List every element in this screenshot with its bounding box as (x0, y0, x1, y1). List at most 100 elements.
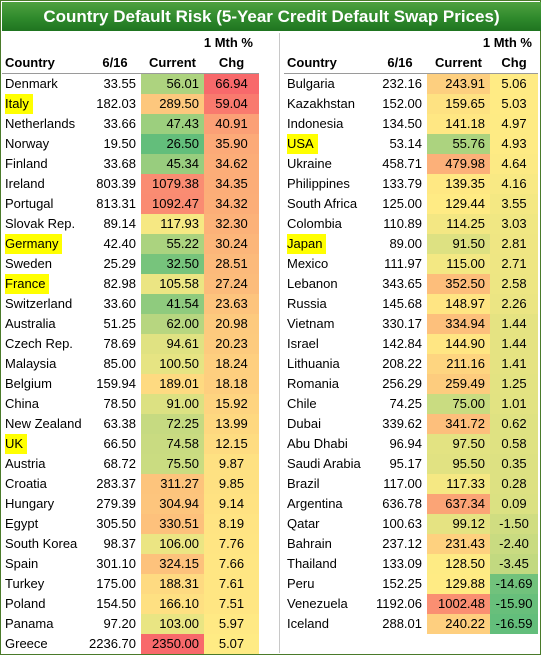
country-name: Qatar (287, 516, 320, 531)
current-cell: 129.44 (427, 194, 490, 214)
current-cell: 141.18 (427, 114, 490, 134)
current-cell: 62.00 (141, 314, 204, 334)
right-table-row: Dubai 339.62 341.72 0.62 (284, 414, 538, 434)
left-table-row: Hungary 279.39 304.94 9.14 (2, 494, 259, 514)
right-table-row: Romania 256.29 259.49 1.25 (284, 374, 538, 394)
chg-cell: 2.81 (490, 234, 538, 254)
chg-cell: 9.85 (204, 474, 259, 494)
current-cell: 330.51 (141, 514, 204, 534)
country-cell: Greece (2, 634, 89, 654)
prev-cell: 97.20 (103, 616, 136, 631)
country-cell: Finland (2, 154, 89, 174)
country-cell: Egypt (2, 514, 89, 534)
country-name: Bulgaria (287, 76, 335, 91)
prev-cell: 154.50 (96, 596, 136, 611)
chg-cell: 2.58 (490, 274, 538, 294)
current-cell: 1092.47 (141, 194, 204, 214)
current-cell: 97.50 (427, 434, 490, 454)
current-cell: 117.33 (427, 474, 490, 494)
country-cell: Belgium (2, 374, 89, 394)
prev-cell: 96.94 (389, 436, 422, 451)
current-cell: 129.88 (427, 574, 490, 594)
left-table-row: Sweden 25.29 32.50 28.51 (2, 254, 259, 274)
country-name: Netherlands (5, 116, 76, 131)
country-cell: Israel (284, 334, 373, 354)
right-table-row: Bahrain 237.12 231.43 -2.40 (284, 534, 538, 554)
left-table-row: Malaysia 85.00 100.50 18.24 (2, 354, 259, 374)
chg-cell: 4.97 (490, 114, 538, 134)
country-cell: Colombia (284, 214, 373, 234)
current-cell: 95.50 (427, 454, 490, 474)
country-name: Poland (5, 596, 46, 611)
country-cell: Norway (2, 134, 89, 154)
country-name: Lithuania (287, 356, 340, 371)
prev-cell: 133.09 (382, 556, 422, 571)
column-divider (279, 33, 280, 653)
country-cell: Japan (284, 234, 373, 254)
country-cell: Lebanon (284, 274, 373, 294)
country-cell: Vietnam (284, 314, 373, 334)
country-name: Czech Rep. (5, 336, 73, 351)
country-name: Mexico (287, 256, 329, 271)
left-table-row: Switzerland 33.60 41.54 23.63 (2, 294, 259, 314)
prev-cell: 89.00 (389, 236, 422, 251)
prev-cell: 145.68 (382, 296, 422, 311)
country-cell: Brazil (284, 474, 373, 494)
country-name: Slovak Rep. (5, 216, 76, 231)
current-cell: 243.91 (427, 73, 490, 94)
country-cell: Poland (2, 594, 89, 614)
right-country-header: Country (284, 52, 373, 74)
prev-cell: 232.16 (382, 76, 422, 91)
chg-cell: -16.59 (490, 614, 538, 634)
left-table-row: New Zealand 63.38 72.25 13.99 (2, 414, 259, 434)
country-name: Portugal (5, 196, 54, 211)
current-cell: 139.35 (427, 174, 490, 194)
prev-cell: 175.00 (96, 576, 136, 591)
chg-cell: -15.90 (490, 594, 538, 614)
country-cell: Panama (2, 614, 89, 634)
left-table-row: UK 66.50 74.58 12.15 (2, 434, 259, 454)
prev-cell: 25.29 (103, 256, 136, 271)
country-name: USA (287, 134, 318, 154)
prev-cell: 82.98 (103, 276, 136, 291)
left-table-row: Turkey 175.00 188.31 7.61 (2, 574, 259, 594)
country-cell: Italy (2, 94, 89, 114)
chg-cell: -1.50 (490, 514, 538, 534)
current-cell: 114.25 (427, 214, 490, 234)
prev-cell: 95.17 (389, 456, 422, 471)
chg-cell: 12.15 (204, 434, 259, 454)
country-name: Dubai (287, 416, 321, 431)
country-name: Abu Dhabi (287, 436, 348, 451)
chg-cell: 8.19 (204, 514, 259, 534)
country-name: Russia (287, 296, 327, 311)
right-table-row: Iceland 288.01 240.22 -16.59 (284, 614, 538, 634)
left-table-row: Slovak Rep. 89.14 117.93 32.30 (2, 214, 259, 234)
country-cell: Venezuela (284, 594, 373, 614)
chg-cell: 0.35 (490, 454, 538, 474)
right-table-row: Qatar 100.63 99.12 -1.50 (284, 514, 538, 534)
country-cell: Saudi Arabia (284, 454, 373, 474)
current-cell: 352.50 (427, 274, 490, 294)
prev-cell: 142.84 (382, 336, 422, 351)
left-table-row: Portugal 813.31 1092.47 34.32 (2, 194, 259, 214)
chg-cell: 0.62 (490, 414, 538, 434)
left-country-header: Country (2, 52, 89, 74)
country-name: Finland (5, 156, 48, 171)
prev-cell: 279.39 (96, 496, 136, 511)
country-cell: Australia (2, 314, 89, 334)
country-cell: New Zealand (2, 414, 89, 434)
country-cell: Iceland (284, 614, 373, 634)
country-name: Thailand (287, 556, 337, 571)
country-name: Vietnam (287, 316, 335, 331)
chg-cell: 34.35 (204, 174, 259, 194)
right-table: 1 Mth % Country 6/16 Current Chg Bulgari… (284, 33, 538, 634)
prev-cell: 305.50 (96, 516, 136, 531)
chg-cell: 32.30 (204, 214, 259, 234)
country-cell: Chile (284, 394, 373, 414)
chg-cell: 5.97 (204, 614, 259, 634)
current-cell: 144.90 (427, 334, 490, 354)
prev-cell: 110.89 (383, 216, 422, 231)
chg-cell: 4.93 (490, 134, 538, 154)
chg-cell: 59.04 (204, 94, 259, 114)
current-cell: 259.49 (427, 374, 490, 394)
